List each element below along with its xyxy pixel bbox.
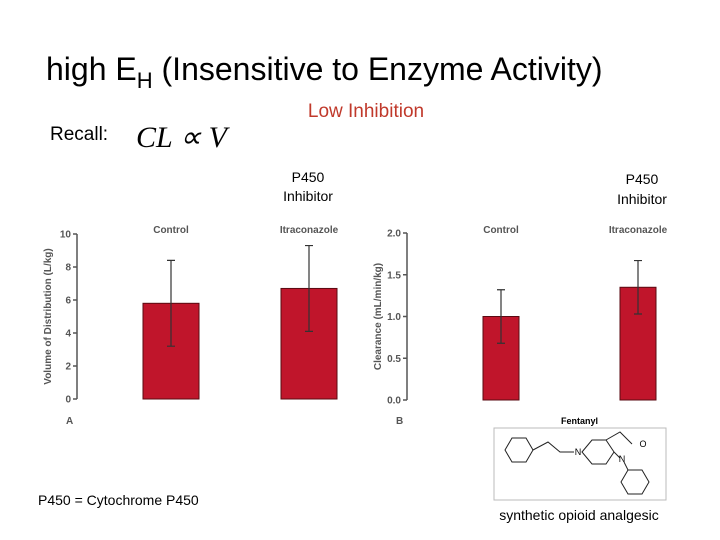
y-tick-label: 1.0: [387, 312, 401, 323]
bond: [613, 451, 621, 459]
structure-frame: [493, 427, 667, 501]
y-tick-label: 2.0: [387, 229, 401, 240]
y-tick-label: 2: [65, 362, 71, 373]
ring: [581, 439, 615, 465]
y-axis-label: Clearance (mL/min/kg): [373, 263, 384, 370]
structure: [493, 427, 667, 501]
recall: Recall:: [50, 124, 108, 145]
category-label: Control: [483, 225, 519, 236]
title-main: high E: [46, 51, 137, 87]
error-bar: [167, 259, 175, 347]
inhibitor-label: Inhibitor: [617, 191, 667, 207]
category-label: Control: [153, 225, 189, 236]
caption: synthetic opioid analgesic: [499, 507, 659, 523]
y-tick-label: 0.0: [387, 396, 401, 407]
y-tick-label: 10: [60, 230, 72, 241]
panel-label: A: [66, 416, 73, 427]
inhibitor-label: P450: [292, 169, 325, 185]
y-tick-label: 0: [65, 395, 71, 406]
ring: [504, 437, 534, 463]
error-bar: [305, 244, 313, 332]
formula: CL ∝ V: [136, 121, 231, 154]
ring: [620, 469, 650, 495]
slide-title: high EH (Insensitive to Enzyme Activity): [46, 51, 603, 93]
title-rest: (Insensitive to Enzyme Activity): [153, 51, 603, 87]
bond: [532, 441, 574, 453]
y-tick-label: 0.5: [387, 354, 401, 365]
y-tick-label: 8: [65, 263, 71, 274]
error-bar: [634, 259, 642, 315]
y-tick-label: 6: [65, 296, 71, 307]
low-inhibition: Low Inhibition: [308, 101, 424, 122]
y-tick-label: 4: [65, 329, 71, 340]
atom: N: [575, 447, 582, 457]
atom: O: [639, 439, 646, 449]
inhibitor-label: Inhibitor: [283, 188, 333, 204]
y-axis-label: Volume of Distribution (L/kg): [43, 248, 54, 384]
error-bar: [497, 289, 505, 344]
panel-label: B: [396, 416, 403, 427]
atom: N: [619, 454, 626, 464]
bond: [605, 431, 633, 445]
title-sub: H: [137, 68, 153, 93]
structure-name: Fentanyl: [561, 416, 598, 426]
y-tick-label: 1.5: [387, 270, 401, 281]
bond: [623, 461, 629, 471]
category-label: Itraconazole: [280, 225, 339, 236]
footnote: P450 = Cytochrome P450: [38, 492, 199, 508]
inhibitor-label: P450: [626, 171, 659, 187]
category-label: Itraconazole: [609, 225, 668, 236]
